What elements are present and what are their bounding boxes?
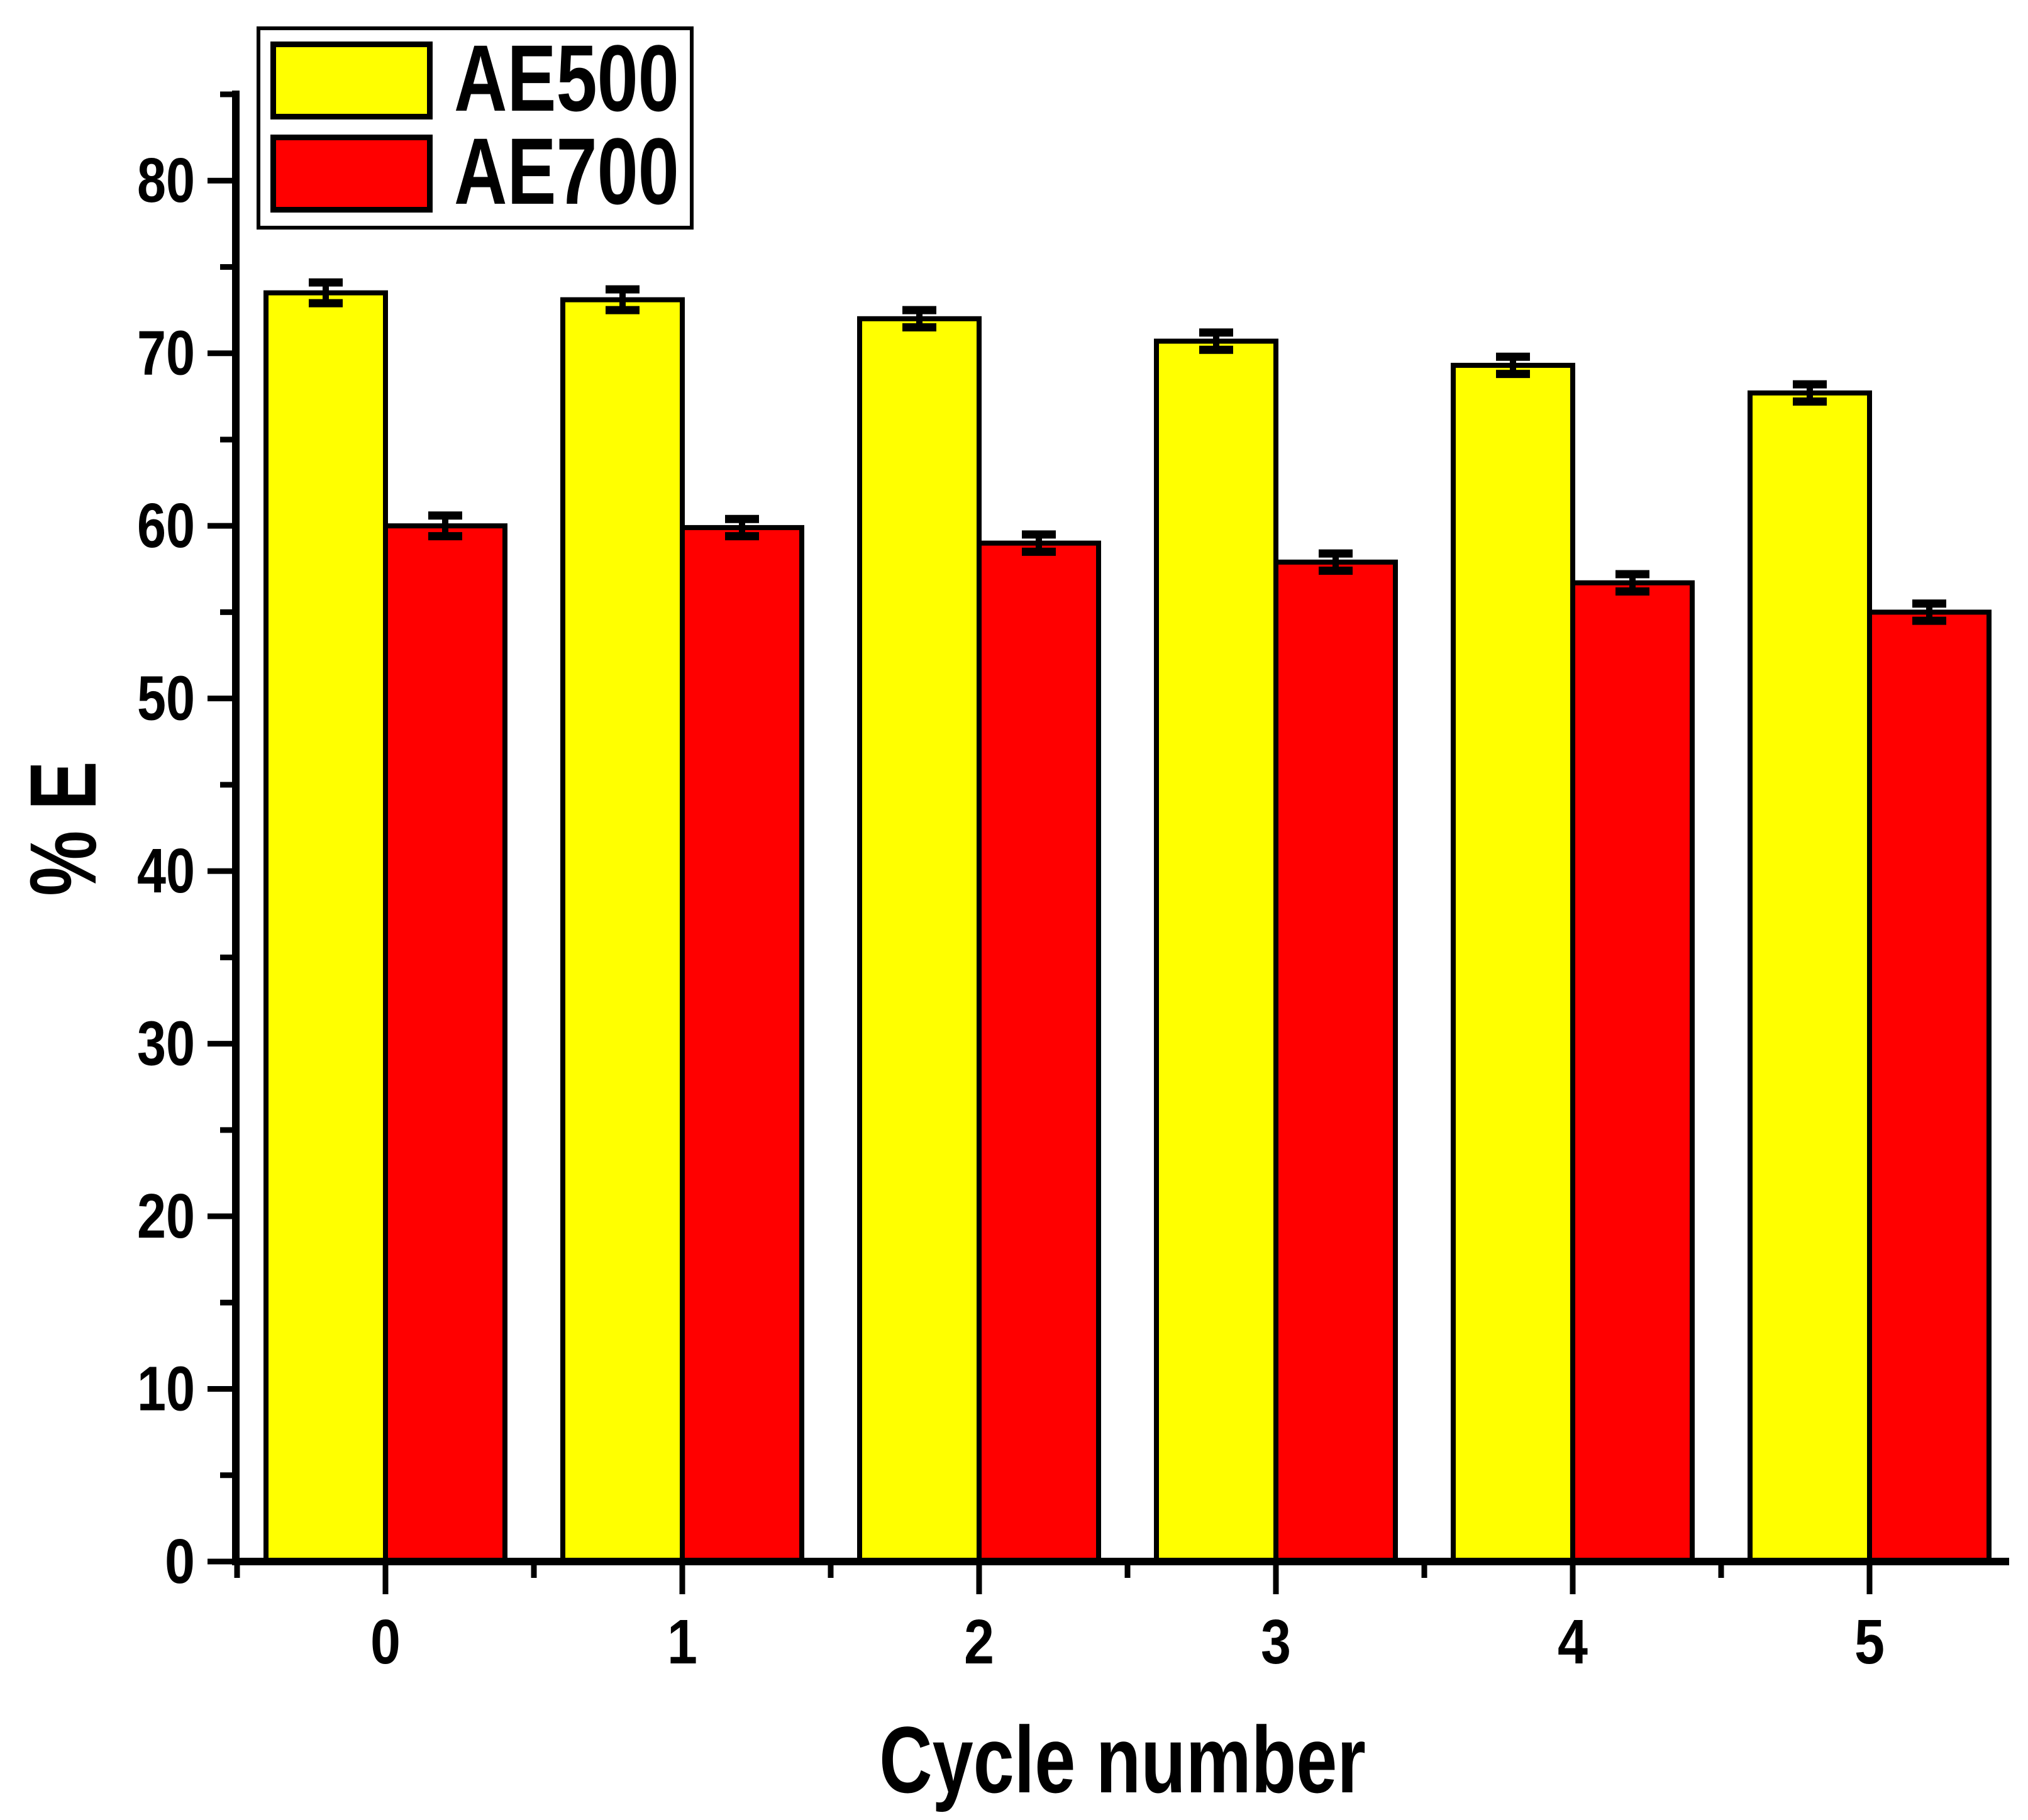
y-axis-title: % E xyxy=(10,671,116,985)
legend-label-ae700-text: AE700 xyxy=(454,118,679,224)
y-tick-label-60: 60 xyxy=(137,491,195,561)
legend-label-ae500: AE500 xyxy=(454,25,743,131)
bar-ae700-cycle-5 xyxy=(1867,609,1992,1564)
y-axis-title-text: % E xyxy=(10,760,116,896)
bar-ae700-cycle-4 xyxy=(1570,580,1695,1565)
y-tick-label-80: 80 xyxy=(137,145,195,216)
x-tick-label-2: 2 xyxy=(964,1607,994,1677)
x-tick-label-1: 1 xyxy=(667,1607,697,1677)
y-tick-label-10: 10 xyxy=(137,1354,195,1424)
bar-ae700-cycle-1 xyxy=(680,524,804,1565)
legend: AE500 AE700 xyxy=(257,25,694,230)
bar-ae500-cycle-5 xyxy=(1748,390,1872,1564)
y-tick-label-70: 70 xyxy=(137,318,195,389)
x-axis-title-text: Cycle number xyxy=(879,1707,1366,1812)
y-tick-label-30: 30 xyxy=(137,1009,195,1079)
x-tick-label-5: 5 xyxy=(1854,1607,1885,1677)
y-tick-label-40: 40 xyxy=(137,836,195,906)
bar-ae700-cycle-3 xyxy=(1273,559,1398,1564)
bar-ae500-cycle-2 xyxy=(857,316,982,1564)
x-axis-title: Cycle number xyxy=(236,1706,2009,1814)
bar-ae500-cycle-1 xyxy=(560,297,685,1564)
x-tick-label-4: 4 xyxy=(1558,1607,1588,1677)
legend-swatch-ae500 xyxy=(270,42,433,119)
bar-ae700-cycle-2 xyxy=(977,540,1101,1564)
legend-label-ae500-text: AE500 xyxy=(454,25,679,131)
bar-ae500-cycle-0 xyxy=(263,290,388,1564)
bar-ae700-cycle-0 xyxy=(383,523,507,1564)
legend-label-ae700: AE700 xyxy=(454,118,743,224)
x-tick-label-0: 0 xyxy=(370,1607,401,1677)
legend-swatch-ae700 xyxy=(270,135,433,213)
y-tick-label-20: 20 xyxy=(137,1181,195,1251)
y-tick-label-0: 0 xyxy=(165,1526,195,1597)
y-tick-label-50: 50 xyxy=(137,663,195,734)
bar-ae500-cycle-4 xyxy=(1451,362,1575,1564)
x-tick-label-3: 3 xyxy=(1261,1607,1291,1677)
bar-ae500-cycle-3 xyxy=(1154,338,1278,1564)
